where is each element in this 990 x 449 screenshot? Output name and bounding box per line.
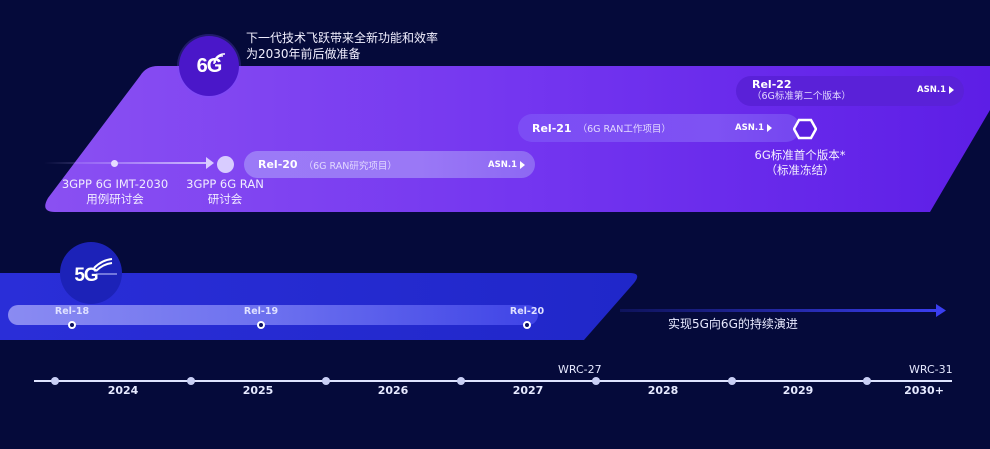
release-name: Rel-21 xyxy=(532,121,572,135)
asn-tag: ASN.1 xyxy=(735,123,772,133)
release-rel19: Rel-19 xyxy=(243,306,279,317)
headline: 下一代技术飞跃带来全新功能和效率 为2030年前后做准备 xyxy=(246,30,438,62)
asn-tag: ASN.1 xyxy=(488,160,525,170)
release-marker-rel19 xyxy=(257,321,265,329)
milestone-label: 研讨会 xyxy=(207,192,243,206)
5g-logo-icon: 5G xyxy=(60,242,122,304)
timeline-tick xyxy=(457,377,465,385)
release-description: （6G RAN研究项目） xyxy=(303,160,397,172)
freeze-line2: （标准冻结） xyxy=(765,163,835,177)
freeze-line1: 6G标准首个版本* xyxy=(754,148,846,162)
milestone-imt2030-workshop: 3GPP 6G IMT-2030 用例研讨会 xyxy=(56,177,174,207)
release-name: Rel-22 xyxy=(752,78,792,91)
milestone-label: 3GPP 6G IMT-2030 xyxy=(61,177,169,191)
milestone-label: 用例研讨会 xyxy=(86,192,144,206)
play-triangle-icon xyxy=(949,86,954,94)
timeline-tick xyxy=(322,377,330,385)
asn-label: ASN.1 xyxy=(735,123,764,133)
6g-logo-icon: 6G xyxy=(179,36,239,96)
year-label-2028: 2028 xyxy=(647,384,679,397)
event-wrc31: WRC-31 xyxy=(909,363,953,376)
release-pill-rel21: Rel-21 （6G RAN工作项目） ASN.1 xyxy=(518,114,800,142)
play-triangle-icon xyxy=(520,160,525,169)
headline-line2: 为2030年前后做准备 xyxy=(246,47,361,61)
year-label-2029: 2029 xyxy=(782,384,814,397)
timeline-tick xyxy=(863,377,871,385)
year-label-2025: 2025 xyxy=(242,384,274,397)
year-label-2024: 2024 xyxy=(107,384,139,397)
evolution-caption: 实现5G向6G的持续演进 xyxy=(668,317,798,331)
timeline-axis xyxy=(34,380,952,382)
year-label-2027: 2027 xyxy=(512,384,544,397)
release-marker-rel20 xyxy=(523,321,531,329)
timeline-tick xyxy=(592,377,600,385)
release-rel20-5g: Rel-20 xyxy=(509,306,545,317)
asn-label: ASN.1 xyxy=(488,159,517,170)
5g-logo-text: 5G xyxy=(74,265,98,286)
release-marker-rel18 xyxy=(68,321,76,329)
release-description: （6G标准第二个版本） xyxy=(752,91,851,102)
milestone-dot-ran-workshop xyxy=(217,156,234,173)
release-description: （6G RAN工作项目） xyxy=(577,124,671,135)
year-label-2026: 2026 xyxy=(377,384,409,397)
asn-tag: ASN.1 xyxy=(917,85,954,95)
milestone-label: 3GPP 6G RAN xyxy=(186,177,264,191)
milestone-ran-workshop: 3GPP 6G RAN 研讨会 xyxy=(180,177,270,207)
standard-freeze-label: 6G标准首个版本* （标准冻结） xyxy=(740,148,860,178)
event-wrc27: WRC-27 xyxy=(558,363,602,376)
year-label-2030plus: 2030+ xyxy=(904,384,944,397)
timeline-tick xyxy=(728,377,736,385)
5g-release-rail xyxy=(8,305,538,325)
milestone-dot-imt2030 xyxy=(111,160,118,167)
headline-line1: 下一代技术飞跃带来全新功能和效率 xyxy=(246,31,439,45)
release-pill-rel22: Rel-22 （6G标准第二个版本） ASN.1 xyxy=(736,76,964,106)
asn-label: ASN.1 xyxy=(917,85,946,95)
signal-waves-icon xyxy=(93,258,117,275)
hexagon-freeze-icon xyxy=(793,118,817,140)
release-pill-rel20: Rel-20 （6G RAN研究项目） ASN.1 xyxy=(244,151,535,178)
timeline-tick xyxy=(187,377,195,385)
timeline-tick xyxy=(51,377,59,385)
release-name: Rel-20 xyxy=(258,158,298,171)
signal-waves-icon xyxy=(213,53,226,65)
play-triangle-icon xyxy=(767,124,772,132)
release-rel18: Rel-18 xyxy=(54,306,90,317)
